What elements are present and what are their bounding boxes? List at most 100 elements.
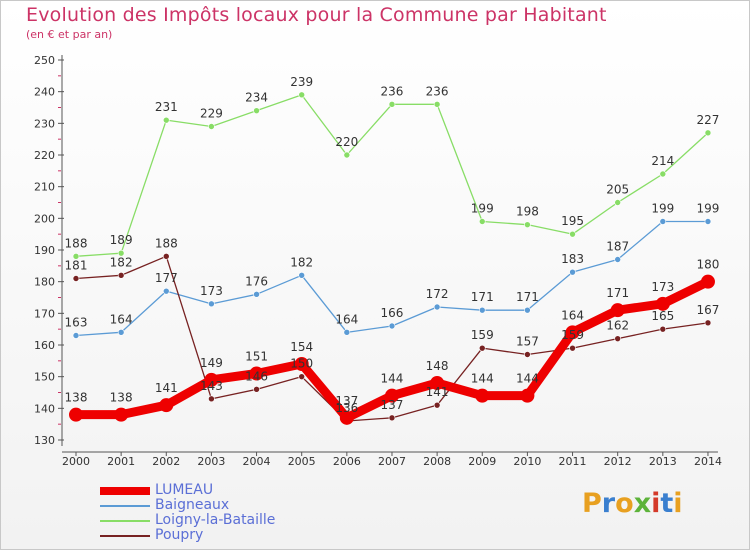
- data-point-baigneaux: [478, 306, 486, 314]
- data-label-poupry: 143: [200, 379, 223, 393]
- data-label-poupry: 141: [426, 385, 449, 399]
- data-label-poupry: 159: [471, 328, 494, 342]
- data-point-lumeau: [520, 388, 535, 403]
- x-tick-label: 2009: [468, 455, 496, 468]
- x-tick-label: 2001: [107, 455, 135, 468]
- data-point-baigneaux: [208, 300, 215, 308]
- data-label-lumeau: 138: [110, 391, 133, 405]
- data-point-lumeau: [294, 357, 309, 371]
- data-label-poupry: 159: [561, 328, 584, 342]
- data-label-poupry: 136: [335, 401, 358, 415]
- data-label-lumeau: 149: [200, 356, 223, 370]
- y-tick-label: 180: [34, 276, 55, 289]
- logo-letter: o: [615, 488, 634, 519]
- data-label-lumeau: 144: [471, 372, 494, 386]
- logo-letter: i: [673, 488, 683, 519]
- data-point-poupry: [72, 275, 80, 282]
- y-tick-label: 150: [34, 371, 55, 384]
- data-point-loigny-la-bataille: [524, 221, 531, 228]
- data-label-baigneaux: 163: [65, 316, 88, 330]
- data-point-baigneaux: [298, 272, 306, 279]
- legend-swatch: [100, 520, 150, 522]
- data-point-baigneaux: [253, 291, 260, 298]
- data-label-poupry: 146: [245, 369, 268, 383]
- data-point-baigneaux: [569, 268, 576, 276]
- data-label-loigny-la-bataille: 227: [697, 113, 720, 127]
- data-label-poupry: 165: [651, 309, 674, 323]
- data-point-loigny-la-bataille: [614, 199, 621, 206]
- data-label-lumeau: 141: [155, 381, 178, 395]
- data-label-loigny-la-bataille: 195: [561, 214, 584, 228]
- data-point-lumeau: [69, 407, 83, 422]
- data-point-lumeau: [159, 398, 174, 413]
- chart-title: Evolution des Impôts locaux pour la Comm…: [26, 4, 607, 26]
- data-point-poupry: [117, 272, 125, 279]
- legend-label: Loigny-la-Bataille: [155, 512, 276, 528]
- data-point-loigny-la-bataille: [253, 107, 260, 114]
- legend-label: LUMEAU: [155, 482, 214, 498]
- data-label-baigneaux: 171: [471, 290, 494, 304]
- data-point-poupry: [388, 414, 396, 422]
- data-point-baigneaux: [659, 218, 667, 225]
- data-label-loigny-la-bataille: 205: [606, 183, 629, 197]
- data-label-loigny-la-bataille: 220: [335, 135, 358, 149]
- data-label-baigneaux: 183: [561, 252, 584, 266]
- data-point-baigneaux: [704, 218, 712, 225]
- x-tick-label: 2000: [62, 455, 90, 468]
- data-label-lumeau: 148: [426, 359, 449, 373]
- data-point-poupry: [704, 319, 712, 327]
- data-point-lumeau: [610, 303, 625, 318]
- logo-letter: P: [582, 488, 602, 519]
- data-label-loigny-la-bataille: 236: [426, 84, 449, 98]
- data-point-baigneaux: [72, 332, 80, 339]
- x-tick-label: 2013: [649, 455, 677, 468]
- y-tick-label: 250: [34, 54, 55, 67]
- data-point-lumeau: [655, 296, 670, 311]
- data-point-poupry: [614, 335, 621, 342]
- data-point-loigny-la-bataille: [388, 101, 396, 108]
- data-point-baigneaux: [162, 287, 170, 295]
- data-label-lumeau: 138: [65, 391, 88, 405]
- x-tick-label: 2010: [513, 455, 541, 468]
- data-point-baigneaux: [524, 306, 531, 314]
- x-tick-label: 2012: [604, 455, 632, 468]
- series-line-loigny-la-bataille: [75, 94, 709, 257]
- x-tick-label: 2014: [694, 455, 722, 468]
- x-tick-label: 2008: [423, 455, 451, 468]
- data-point-poupry: [569, 344, 576, 352]
- x-tick-label: 2011: [559, 455, 587, 468]
- data-point-lumeau: [204, 372, 219, 387]
- data-label-baigneaux: 182: [290, 255, 313, 269]
- data-label-loigny-la-bataille: 214: [651, 154, 674, 168]
- data-label-lumeau: 180: [697, 258, 720, 272]
- logo-letter: i: [651, 488, 661, 519]
- data-label-baigneaux: 177: [155, 271, 178, 285]
- y-tick-label: 130: [34, 434, 55, 447]
- data-label-baigneaux: 173: [200, 284, 223, 298]
- y-tick-label: 220: [34, 149, 55, 162]
- data-point-loigny-la-bataille: [659, 170, 667, 178]
- legend-label: Baigneaux: [155, 497, 230, 513]
- data-label-baigneaux: 171: [516, 290, 539, 304]
- y-tick-label: 200: [34, 212, 55, 225]
- legend-label: Poupry: [155, 527, 204, 543]
- data-point-baigneaux: [388, 322, 396, 330]
- data-label-poupry: 188: [155, 236, 178, 250]
- data-point-loigny-la-bataille: [72, 253, 80, 260]
- data-label-baigneaux: 166: [381, 306, 404, 320]
- data-label-baigneaux: 172: [426, 287, 449, 301]
- chart-subtitle: (en € et par an): [26, 28, 113, 41]
- data-label-lumeau: 137: [335, 394, 358, 408]
- data-point-poupry: [433, 401, 441, 409]
- legend-swatch: [100, 505, 150, 507]
- data-point-loigny-la-bataille: [162, 116, 170, 124]
- data-label-baigneaux: 176: [245, 274, 268, 288]
- data-point-loigny-la-bataille: [117, 249, 125, 257]
- data-label-loigny-la-bataille: 199: [471, 202, 494, 216]
- data-label-loigny-la-bataille: 188: [65, 236, 88, 250]
- data-point-loigny-la-bataille: [208, 123, 215, 130]
- y-tick-label: 140: [34, 402, 55, 415]
- data-label-lumeau: 154: [290, 340, 313, 354]
- y-tick-label: 190: [34, 244, 55, 257]
